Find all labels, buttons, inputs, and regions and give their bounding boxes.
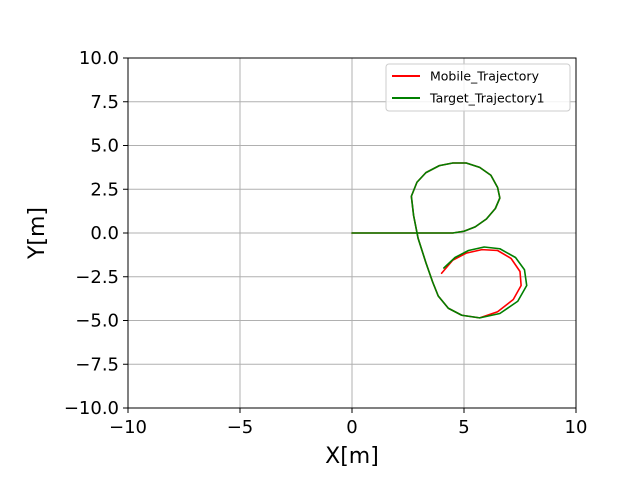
y-tick-label: 10.0 [79,48,119,69]
x-axis-title: X[m] [325,444,379,469]
x-tick-label: 10 [565,417,588,438]
x-tick-label: −5 [227,417,254,438]
y-tick-label: −2.5 [75,267,119,288]
plot-series [351,162,528,319]
y-axis-title: Y[m] [25,207,50,260]
legend-label: Target_Trajectory1 [429,91,545,106]
y-tick-label: 2.5 [90,179,119,200]
series-line-target-trajectory1 [351,162,528,319]
y-tick-label: 5.0 [90,136,119,157]
legend: Mobile_Trajectory Target_Trajectory1 [385,63,571,112]
y-tick-label: 0.0 [90,223,119,244]
y-tick-label: −10.0 [64,398,119,419]
legend-box [385,63,571,112]
axis-ticks: −10 −5 0 5 10 10.0 7.5 5.0 2.5 0.0 −2.5 −5.0 −7.5 −10… [64,48,588,438]
x-tick-label: 5 [458,417,469,438]
y-tick-label: 7.5 [90,92,119,113]
x-tick-label: 0 [346,417,357,438]
legend-label: Mobile_Trajectory [430,69,540,84]
y-tick-label: −7.5 [75,354,119,375]
y-tick-label: −5.0 [75,311,119,332]
x-tick-label: −10 [109,417,147,438]
